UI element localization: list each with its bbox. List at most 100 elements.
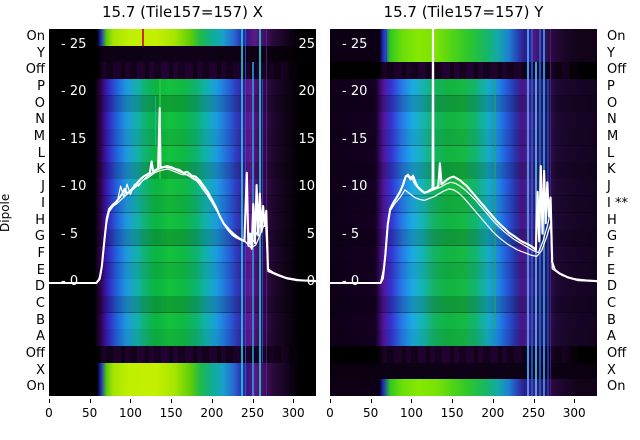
y-tick-label-inner-left: - 5 <box>61 226 79 242</box>
rfi-stripe <box>385 29 387 63</box>
dipole-label-right: I ** <box>607 195 628 211</box>
heatmap-row <box>330 362 597 380</box>
bandpass-trace <box>330 188 597 284</box>
heatmap-row <box>49 262 316 280</box>
dipole-label-left: Off <box>25 345 45 361</box>
x-tick-label: 50 <box>82 406 98 420</box>
y-tick-label-inner-right: 15 <box>298 131 315 147</box>
y-tick-label-inner-left: - 5 <box>342 226 360 242</box>
x-tick-mark <box>574 399 576 403</box>
heatmap-row <box>49 62 316 80</box>
dipole-label-right: H <box>607 212 617 228</box>
dipole-label-left: C <box>35 295 45 311</box>
heatmap-row <box>330 179 597 197</box>
dipole-label-right: L <box>607 145 615 161</box>
dipole-label-right: M <box>607 129 619 145</box>
dipole-label-left: B <box>36 312 45 328</box>
y-tick-label-inner-left: - 20 <box>342 84 368 99</box>
y-tick-label-inner-right: 5 <box>306 226 315 242</box>
dipole-label-left: Off <box>25 62 45 78</box>
heatmap-row <box>49 129 316 147</box>
y-tick-label-inner-left: - 25 <box>342 36 368 52</box>
dipole-label-right: K <box>607 162 616 178</box>
dipole-label-right: D <box>607 279 618 295</box>
x-tick-label: 250 <box>522 406 545 420</box>
dipole-label-right: Off <box>607 345 627 361</box>
heatmap-row <box>330 29 597 47</box>
y-tick-label-inner-left: - 20 <box>61 84 87 99</box>
bandpass-traces <box>330 29 597 285</box>
x-tick-label: 0 <box>326 406 334 420</box>
bandpass-trace <box>330 29 597 285</box>
heatmap-row <box>330 262 597 280</box>
heatmap-row <box>330 145 597 164</box>
dipole-label-left: Y <box>37 45 45 61</box>
bandpass-trace <box>330 175 597 284</box>
dipole-label-left: P <box>37 79 45 95</box>
heatmap-row <box>49 29 316 47</box>
panel-y-title: 15.7 (Tile157=157) Y <box>383 3 544 21</box>
heatmap-row <box>330 295 597 314</box>
y-tick-label-inner-right: 20 <box>298 84 315 99</box>
x-tick-mark <box>89 399 91 403</box>
heatmap-row <box>49 329 316 347</box>
dipole-label-right: C <box>607 295 617 311</box>
heatmap-row <box>49 312 316 330</box>
dipole-label-right: O <box>607 95 618 111</box>
x-tick-mark <box>130 399 132 403</box>
bandpass-trace <box>49 107 316 285</box>
dipole-labels-right: On Y Off P O N M L K J I ** H G F E D C B A Off X On <box>607 29 640 396</box>
rfi-stripe <box>531 29 533 396</box>
dipole-label-right: Y <box>607 45 615 61</box>
heatmap-row <box>330 79 597 97</box>
x-tick-label: 100 <box>399 406 423 420</box>
dipole-label-left: N <box>35 112 45 128</box>
heatmap-row <box>49 45 316 63</box>
heatmap-row <box>330 162 597 180</box>
rfi-stripe <box>494 79 496 330</box>
dipole-label-left: M <box>33 129 45 145</box>
rfi-stripe <box>547 79 549 396</box>
dipole-label-left: I <box>41 195 45 211</box>
dipole-label-left: G <box>34 229 45 245</box>
heatmap-row <box>330 95 597 113</box>
x-tick-label: 50 <box>363 406 379 420</box>
panel-x-xaxis: 0 50 100 150 200 250 300 <box>45 396 316 430</box>
y-tick-label-inner-left: - 0 <box>61 274 79 289</box>
heatmap-row <box>330 129 597 147</box>
heatmap-row <box>330 229 597 247</box>
x-tick-mark <box>492 399 494 403</box>
x-tick-mark <box>411 399 413 403</box>
dipole-label-right: F <box>607 245 615 261</box>
dipole-label-right: X <box>607 362 616 378</box>
dipole-label-left: E <box>36 262 45 278</box>
heatmap-row <box>330 245 597 264</box>
x-tick-mark <box>211 399 213 403</box>
heatmap-row <box>330 112 597 130</box>
y-tick-label-inner-left: - 0 <box>342 274 360 289</box>
heatmap-row <box>49 179 316 197</box>
y-tick-label-inner-left: - 10 <box>342 179 368 194</box>
heatmap-row <box>49 295 316 314</box>
panel-x-heatmap: - 25 25 - 20 20 - 15 15 - 10 10 - 5 5 - 0 0 <box>49 29 316 396</box>
y-tick-label-inner-left: - 15 <box>61 131 87 147</box>
x-tick-mark <box>533 399 535 403</box>
x-tick-mark <box>370 399 372 403</box>
heatmap-row <box>330 312 597 330</box>
heatmap-row <box>49 245 316 264</box>
heatmap-row <box>330 195 597 214</box>
dipole-label-right: P <box>607 79 615 95</box>
x-tick-mark <box>49 399 50 403</box>
heatmap-row <box>49 379 316 396</box>
dipole-label-right: J <box>607 179 611 195</box>
x-tick-mark <box>452 399 454 403</box>
heatmap-row <box>330 279 597 297</box>
heatmap-row <box>330 45 597 63</box>
dipole-labels-left: On Y Off P O N M L K J I H G F E D C B A Off X On <box>0 29 45 396</box>
x-tick-mark <box>252 399 254 403</box>
rfi-stripe <box>527 29 529 396</box>
y-tick-label-inner-left: - 15 <box>342 131 368 147</box>
x-tick-label: 150 <box>440 406 464 420</box>
heatmap-row <box>49 79 316 97</box>
dipole-label-left: F <box>37 245 45 261</box>
